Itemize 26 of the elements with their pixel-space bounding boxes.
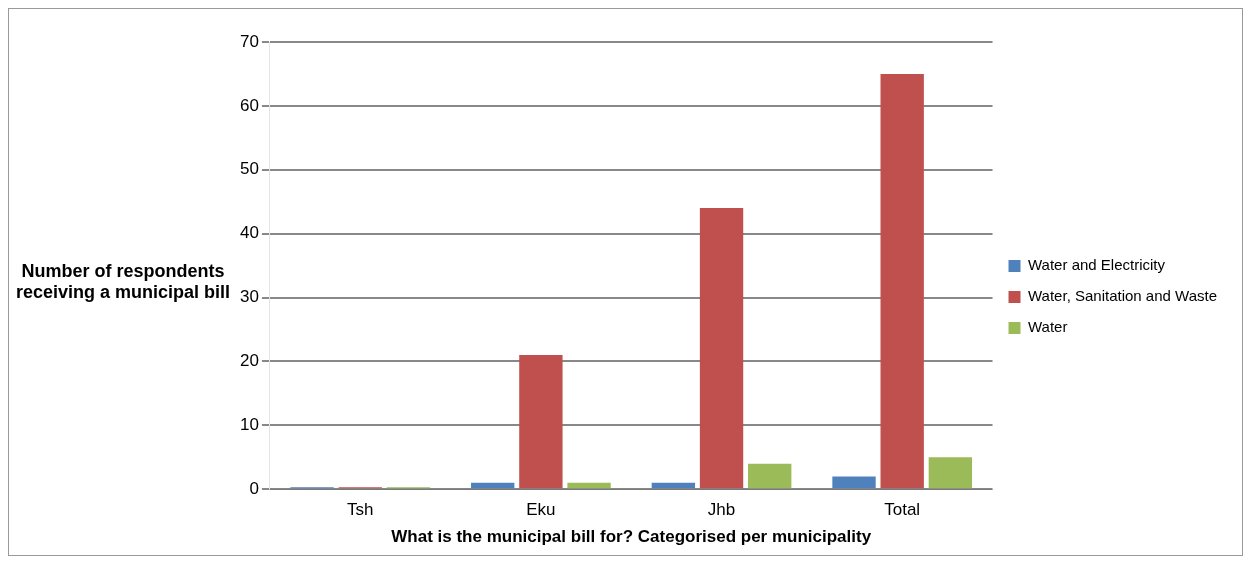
y-tick-label: 60 <box>239 95 259 115</box>
x-tick-label: Tsh <box>347 500 374 520</box>
y-tick-label: 40 <box>239 223 259 243</box>
bar <box>699 208 744 489</box>
y-tick-label: 10 <box>239 415 259 434</box>
x-tick-label: Eku <box>526 500 556 520</box>
x-tick-label: Total <box>884 500 921 520</box>
bar <box>567 482 611 489</box>
bar <box>651 482 696 489</box>
legend-label: Water, Sanitation and Waste <box>1028 287 1218 305</box>
y-tick-label: 70 <box>239 31 259 51</box>
x-tick-label: Jhb <box>707 500 736 520</box>
bar <box>519 355 563 489</box>
bar <box>471 482 515 489</box>
legend-label: Water <box>1028 318 1068 336</box>
bar <box>748 463 792 489</box>
bar <box>928 457 973 489</box>
y-tick-label: 20 <box>239 351 259 371</box>
y-tick-label: 0 <box>249 478 259 498</box>
y-axis-title: Number of respondents receiving a municipal bill <box>14 261 232 303</box>
legend-label: Water and Electricity <box>1028 256 1166 274</box>
y-tick-label: 30 <box>239 287 259 307</box>
bar <box>880 73 924 489</box>
x-axis-title: What is the municipal bill for? Categorised per municipality <box>391 527 872 547</box>
bar <box>832 476 876 489</box>
y-tick-label: 50 <box>239 159 259 179</box>
